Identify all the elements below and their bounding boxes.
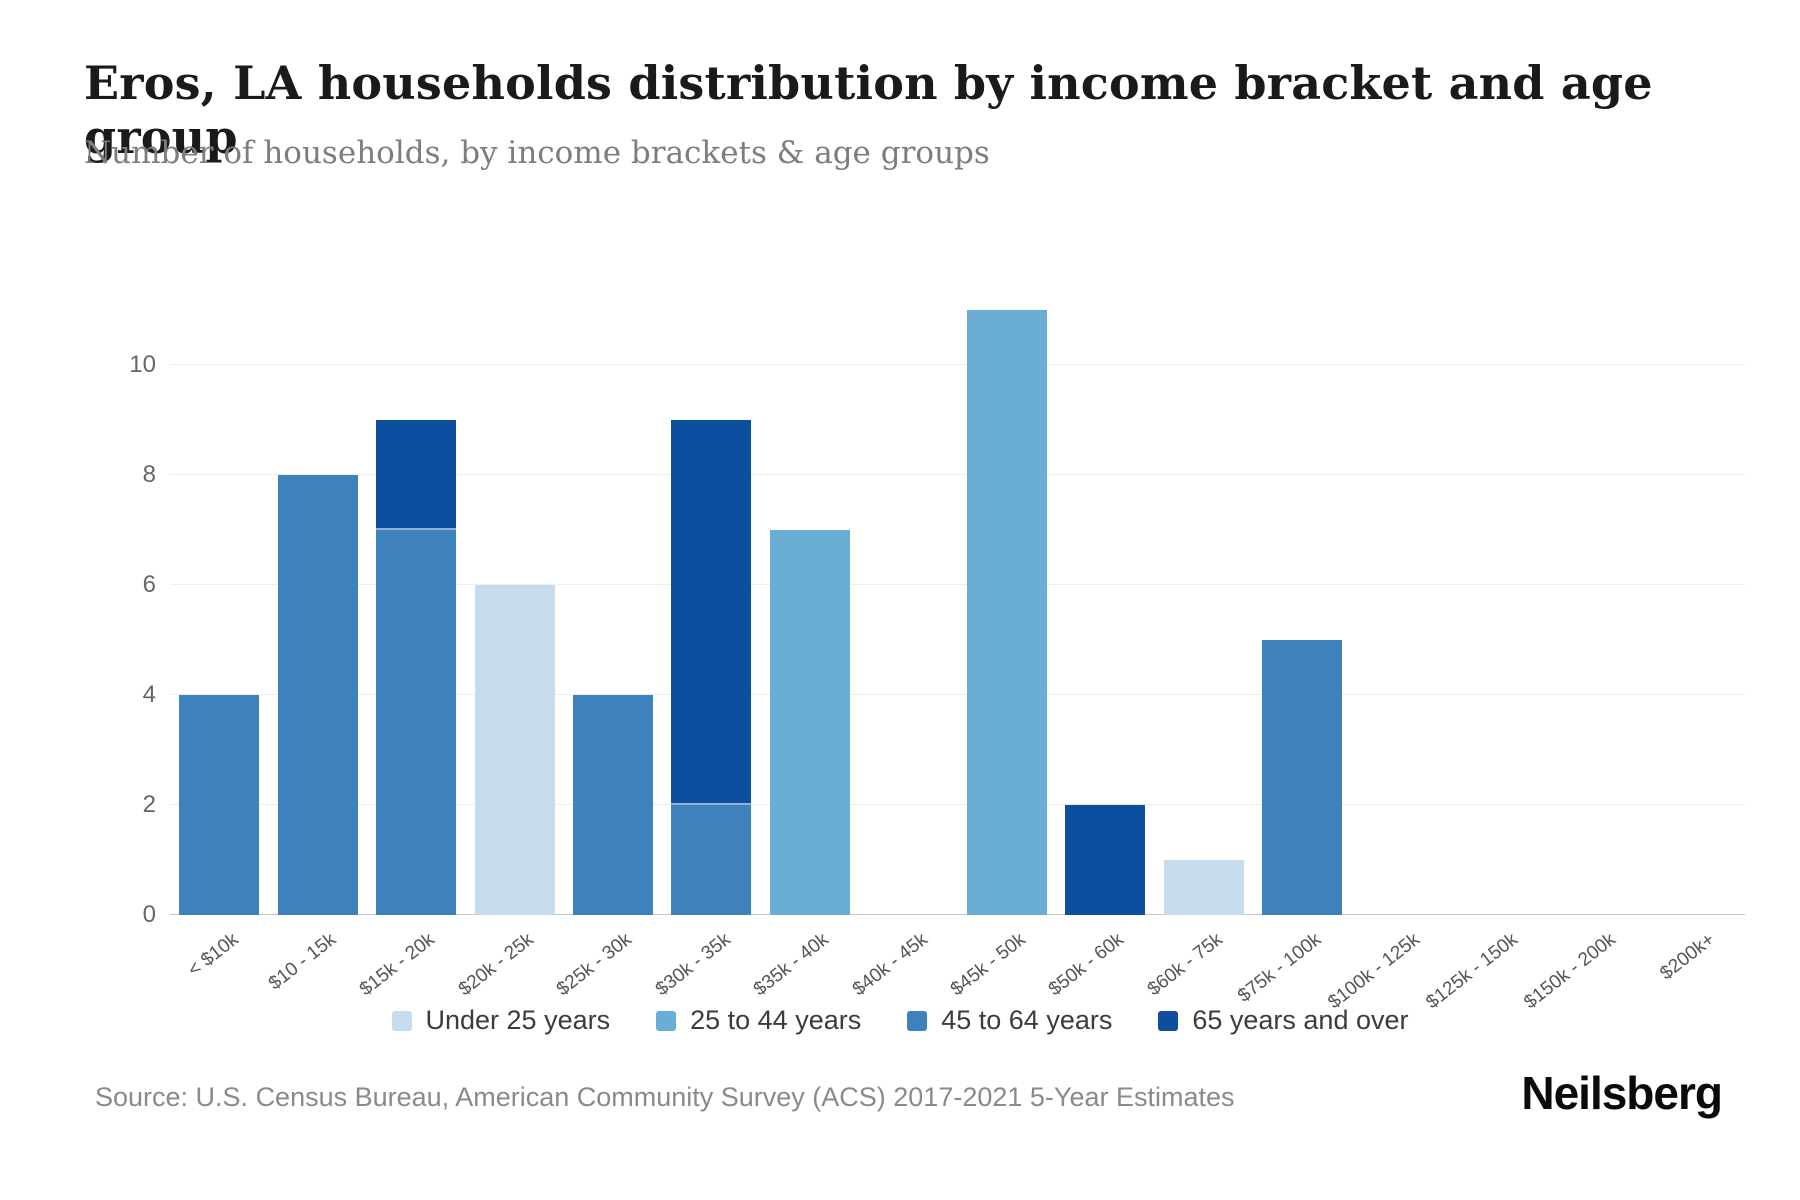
bar-segment (179, 694, 260, 915)
x-tick-label-text: $15k - 20k (356, 929, 440, 1001)
y-tick-label: 10 (129, 350, 156, 378)
x-tick-label-text: $200k+ (1656, 929, 1719, 985)
gridline (170, 693, 1745, 695)
x-tick-label-text: $50k - 60k (1045, 929, 1129, 1001)
x-tick-label-text: $40k - 45k (848, 929, 932, 1001)
gridline (170, 583, 1745, 585)
x-tick-label-text: $20k - 25k (454, 929, 538, 1001)
bar-segment (1163, 860, 1244, 915)
legend: Under 25 years 25 to 44 years 45 to 64 yea… (0, 1005, 1800, 1036)
legend-item: Under 25 years (391, 1005, 611, 1036)
bar-segment (966, 309, 1047, 915)
bar-segment (277, 474, 358, 915)
bar-segment (474, 584, 555, 915)
legend-swatch (391, 1010, 412, 1031)
y-tick-label: 8 (142, 460, 156, 488)
legend-label: 65 years and over (1192, 1005, 1409, 1035)
x-tick-label-text: $25k - 30k (553, 929, 636, 1001)
legend-swatch (1158, 1010, 1179, 1031)
chart-subtitle: Number of households, by income brackets… (84, 135, 990, 171)
y-tick-label: 4 (142, 680, 156, 708)
bar-segment (376, 529, 457, 915)
gridline (170, 803, 1745, 805)
x-tick-label-text: $10 - 15k (265, 929, 341, 995)
bar-segment (769, 529, 850, 915)
x-tick-label-text: $75k - 100k (1233, 929, 1325, 1007)
x-tick-label-text: $35k - 40k (749, 929, 833, 1001)
bar-segment (1262, 639, 1343, 915)
x-tick-label-text: $45k - 50k (946, 929, 1030, 1001)
legend-item: 65 years and over (1158, 1005, 1409, 1036)
bar-segment (671, 419, 752, 805)
chart-title: Eros, LA households distribution by inco… (84, 56, 1653, 164)
legend-swatch (907, 1010, 928, 1031)
x-tick-label-text: $30k - 35k (651, 929, 735, 1001)
legend-item: 25 to 44 years (656, 1005, 861, 1036)
y-tick-label: 2 (142, 790, 156, 818)
bar-segment (1065, 804, 1146, 915)
legend-label: Under 25 years (425, 1005, 611, 1035)
legend-label: 45 to 64 years (941, 1005, 1113, 1035)
legend-item: 45 to 64 years (907, 1005, 1112, 1036)
x-axis-line (170, 914, 1745, 915)
y-tick-label: 6 (142, 570, 156, 598)
x-tick-label-text: $100k - 125k (1323, 929, 1424, 1014)
bar-segment (376, 419, 457, 530)
x-tick-label-text: $150k - 200k (1520, 929, 1621, 1014)
y-tick-label: 0 (142, 901, 156, 928)
source-text: Source: U.S. Census Bureau, American Com… (95, 1082, 1235, 1112)
bar-chart-plot-area: 0 2 4 6 8 10 < $10k $10 - 15k $15k - 20k $20k - 2… (129, 295, 1745, 1013)
x-tick-label-text: $125k - 150k (1422, 929, 1522, 1014)
gridline (170, 473, 1745, 475)
x-tick-label-text: $60k - 75k (1143, 929, 1227, 1001)
gridline (170, 363, 1745, 365)
bar-segment (572, 694, 653, 915)
legend-label: 25 to 44 years (690, 1005, 862, 1035)
legend-swatch (656, 1010, 677, 1031)
x-tick-label-text: < $10k (183, 929, 243, 981)
bar-segment (671, 804, 752, 915)
neilsberg-logo: Neilsberg (1521, 1067, 1723, 1119)
